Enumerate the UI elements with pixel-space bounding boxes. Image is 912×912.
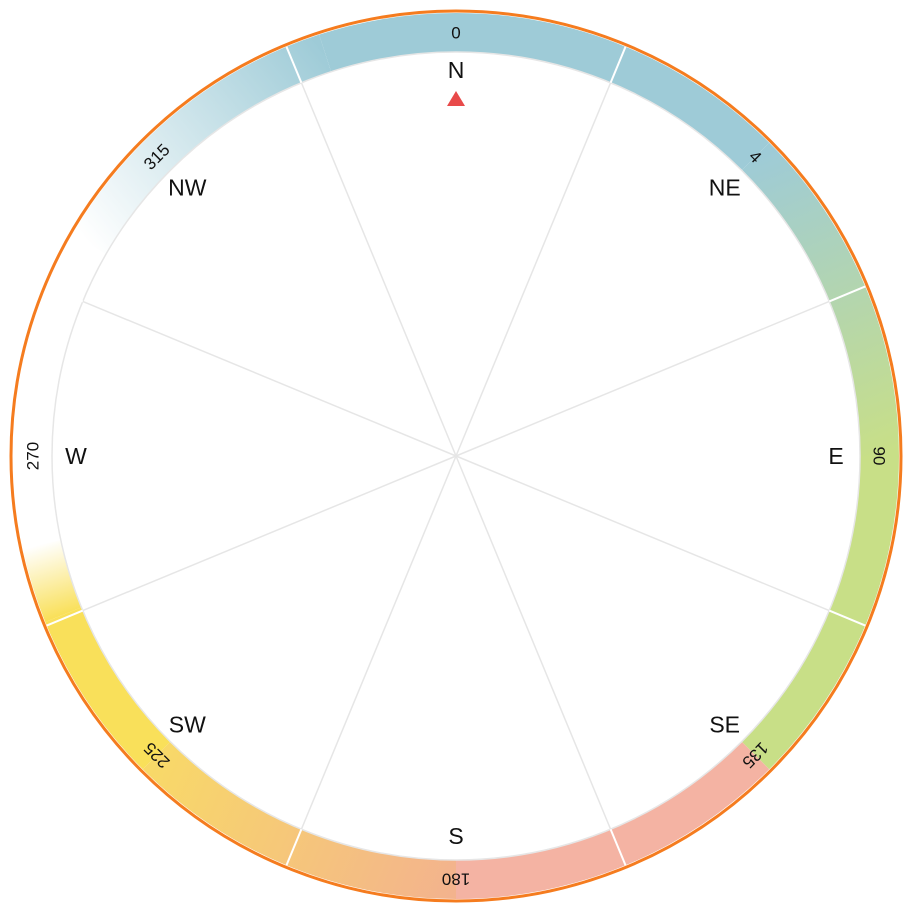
direction-label-e: E [828, 443, 843, 469]
radial-gridline [82, 300, 457, 457]
radial-gridline [455, 455, 612, 830]
degree-label: 0 [451, 24, 460, 43]
band-segment [142, 741, 456, 899]
radial-gridline [82, 455, 457, 612]
degree-label: 90 [870, 447, 889, 466]
pointer-triangle-icon [447, 91, 465, 106]
color-band [22, 13, 899, 899]
radial-gridline [300, 455, 457, 830]
band-segment [741, 142, 899, 456]
direction-label-n: N [448, 57, 465, 83]
outer-ring-circle [9, 9, 903, 903]
direction-label-w: W [65, 443, 87, 469]
band-divider [46, 285, 84, 303]
band-divider [609, 828, 627, 866]
band-divider [285, 828, 303, 866]
direction-label-nw: NW [168, 174, 207, 200]
band-divider [609, 46, 627, 84]
band-segment [456, 741, 770, 899]
band-segment [741, 456, 899, 770]
band-divider [285, 46, 303, 84]
outer-ring [9, 9, 903, 903]
band-segment [72, 34, 332, 255]
inner-circle [51, 51, 861, 861]
direction-label-se: SE [709, 712, 740, 738]
band-divider [828, 609, 866, 627]
band-segment [319, 13, 456, 72]
direction-label-sw: SW [169, 712, 206, 738]
degree-label: 180 [442, 870, 470, 889]
radial-gridline [300, 82, 457, 457]
direction-label-s: S [448, 823, 463, 849]
band-segment [456, 13, 770, 171]
grid-layer [46, 46, 866, 866]
radial-gridline [455, 300, 830, 457]
band-segment [22, 539, 82, 622]
radial-gridline [455, 82, 612, 457]
degree-label: 270 [24, 442, 43, 470]
radial-gridline [455, 455, 830, 612]
band-segment [45, 607, 171, 770]
band-divider [46, 609, 84, 627]
direction-label-ne: NE [709, 174, 741, 200]
band-divider [828, 285, 866, 303]
